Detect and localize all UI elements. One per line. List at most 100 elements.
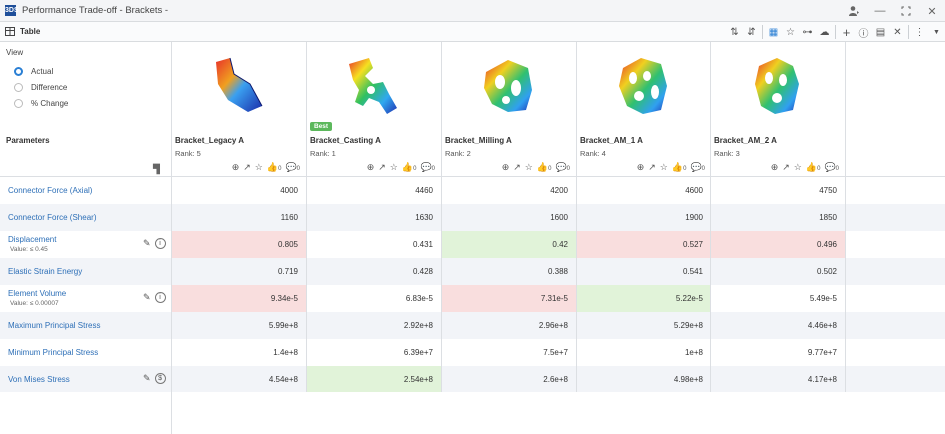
value-cell[interactable]: 5.49e-5 [809,294,837,303]
value-cell[interactable]: 4750 [819,186,837,195]
value-cell[interactable]: 0.388 [547,267,568,276]
comment-icon[interactable]: 💬0 [690,162,705,172]
zoom-in-icon[interactable]: ⊕ [366,162,375,172]
favorite-star-icon[interactable]: ☆ [659,162,668,172]
grid-view-icon[interactable]: ▦ [768,26,779,38]
design-thumbnail[interactable] [613,54,673,116]
value-cell[interactable]: 7.31e-5 [442,285,576,312]
comment-icon[interactable]: 💬0 [420,162,435,172]
like-icon[interactable]: 👍0 [805,162,821,172]
value-cell[interactable]: 2.6e+8 [543,375,568,384]
edit-pencil-icon[interactable]: ✎ [143,373,151,383]
constraint-info-icon[interactable]: i [154,238,166,249]
value-cell[interactable]: 1600 [550,213,568,222]
value-cell[interactable]: 0.527 [577,231,711,258]
view-option-percent-change[interactable]: % Change [14,95,68,111]
value-cell[interactable]: 1e+8 [684,348,703,357]
document-icon[interactable]: ▤ [875,26,886,38]
like-icon[interactable]: 👍0 [401,162,417,172]
zoom-in-icon[interactable]: ⊕ [770,162,779,172]
add-icon[interactable]: + [842,24,851,40]
design-thumbnail[interactable] [747,54,807,116]
value-cell[interactable]: 5.99e+8 [268,321,298,330]
edit-pencil-icon[interactable]: ✎ [143,292,151,302]
zoom-in-icon[interactable]: ⊕ [636,162,645,172]
info-icon[interactable]: ⓘ [858,28,869,40]
design-column-header[interactable]: Bracket_AM_1 A Rank: 4 ⊕ ↗ ☆ 👍0 💬0 [577,42,711,176]
zoom-in-icon[interactable]: ⊕ [231,162,240,172]
design-thumbnail[interactable] [343,54,403,116]
comment-icon[interactable]: 💬0 [285,162,300,172]
constraint-info-icon[interactable]: $ [154,373,166,384]
favorite-star-icon[interactable]: ☆ [793,162,802,172]
value-cell[interactable]: 0.42 [442,231,576,258]
like-icon[interactable]: 👍0 [671,162,687,172]
design-column-header[interactable]: Bracket_AM_2 A Rank: 3 ⊕ ↗ ☆ 👍0 💬0 [711,42,845,176]
edit-pencil-icon[interactable]: ✎ [143,238,151,248]
value-cell[interactable]: 9.34e-5 [172,285,306,312]
value-cell[interactable]: 2.54e+8 [307,366,441,393]
more-options-icon[interactable]: ⋮ [914,26,925,38]
value-cell[interactable]: 1900 [685,213,703,222]
value-cell[interactable]: 4.17e+8 [807,375,837,384]
value-cell[interactable]: 5.29e+8 [673,321,703,330]
sort-descending-icon[interactable]: ⇵ [747,26,756,38]
value-cell[interactable]: 1850 [819,213,837,222]
fullscreen-icon[interactable] [893,0,919,22]
comment-icon[interactable]: 💬0 [824,162,839,172]
design-thumbnail[interactable] [478,54,538,116]
parameter-name-link[interactable]: Von Mises Stress [8,375,70,384]
radio-selected-icon[interactable] [14,66,23,76]
close-window-button[interactable]: ✕ [927,5,937,18]
value-cell[interactable]: 0.428 [412,267,433,276]
user-share-icon[interactable] [841,0,867,22]
favorite-star-icon[interactable]: ☆ [254,162,263,172]
value-cell[interactable]: 0.719 [277,267,298,276]
value-cell[interactable]: 1160 [280,213,298,222]
parameter-name-link[interactable]: Displacement [8,235,57,244]
value-cell[interactable]: 1.4e+8 [273,348,298,357]
value-cell[interactable]: 4.54e+8 [268,375,298,384]
parameter-name-link[interactable]: Minimum Principal Stress [8,348,99,357]
open-external-icon[interactable]: ↗ [648,162,656,172]
value-cell[interactable]: 2.92e+8 [403,321,433,330]
design-column-header[interactable]: Best Bracket_Casting A Rank: 1 ⊕ ↗ ☆ 👍0 💬0 [307,42,441,176]
like-icon[interactable]: 👍0 [266,162,282,172]
parameter-name-link[interactable]: Elastic Strain Energy [8,267,83,276]
minimize-button[interactable]: — [874,5,886,17]
value-cell[interactable]: 7.5e+7 [543,348,568,357]
view-option-actual[interactable]: Actual [14,63,68,79]
value-cell[interactable]: 4.98e+8 [673,375,703,384]
value-cell[interactable]: 4200 [550,186,568,195]
value-cell[interactable]: 6.83e-5 [405,294,433,303]
value-cell[interactable]: 0.805 [172,231,306,258]
parameter-name-link[interactable]: Connector Force (Shear) [8,213,97,222]
design-thumbnail[interactable] [208,54,268,116]
open-external-icon[interactable]: ↗ [513,162,521,172]
radio-icon[interactable] [14,82,23,92]
open-external-icon[interactable]: ↗ [782,162,790,172]
constraint-info-icon[interactable]: i [154,292,166,303]
value-cell[interactable]: 2.96e+8 [538,321,568,330]
parameter-name-link[interactable]: Connector Force (Axial) [8,186,93,195]
favorite-star-icon[interactable]: ☆ [389,162,398,172]
compare-icon[interactable]: ⊶ [802,26,813,38]
value-cell[interactable]: 9.77e+7 [807,348,837,357]
like-icon[interactable]: 👍0 [536,162,552,172]
open-external-icon[interactable]: ↗ [378,162,386,172]
chevron-down-icon[interactable]: ▼ [933,28,940,36]
cloud-settings-icon[interactable]: ☁ [819,26,830,38]
table-tab[interactable]: Table [5,27,40,36]
parameter-name-link[interactable]: Maximum Principal Stress [8,321,101,330]
star-icon[interactable]: ☆ [786,26,795,38]
value-cell[interactable]: 4600 [685,186,703,195]
value-cell[interactable]: 0.496 [711,231,845,258]
view-option-difference[interactable]: Difference [14,79,68,95]
value-cell[interactable]: 5.22e-5 [577,285,711,312]
open-external-icon[interactable]: ↗ [243,162,251,172]
zoom-in-icon[interactable]: ⊕ [501,162,510,172]
value-cell[interactable]: 6.39e+7 [403,348,433,357]
parameter-name-link[interactable]: Element Volume [8,289,67,298]
favorite-star-icon[interactable]: ☆ [524,162,533,172]
design-column-header[interactable]: Bracket_Legacy A Rank: 5 ⊕ ↗ ☆ 👍0 💬0 [172,42,306,176]
